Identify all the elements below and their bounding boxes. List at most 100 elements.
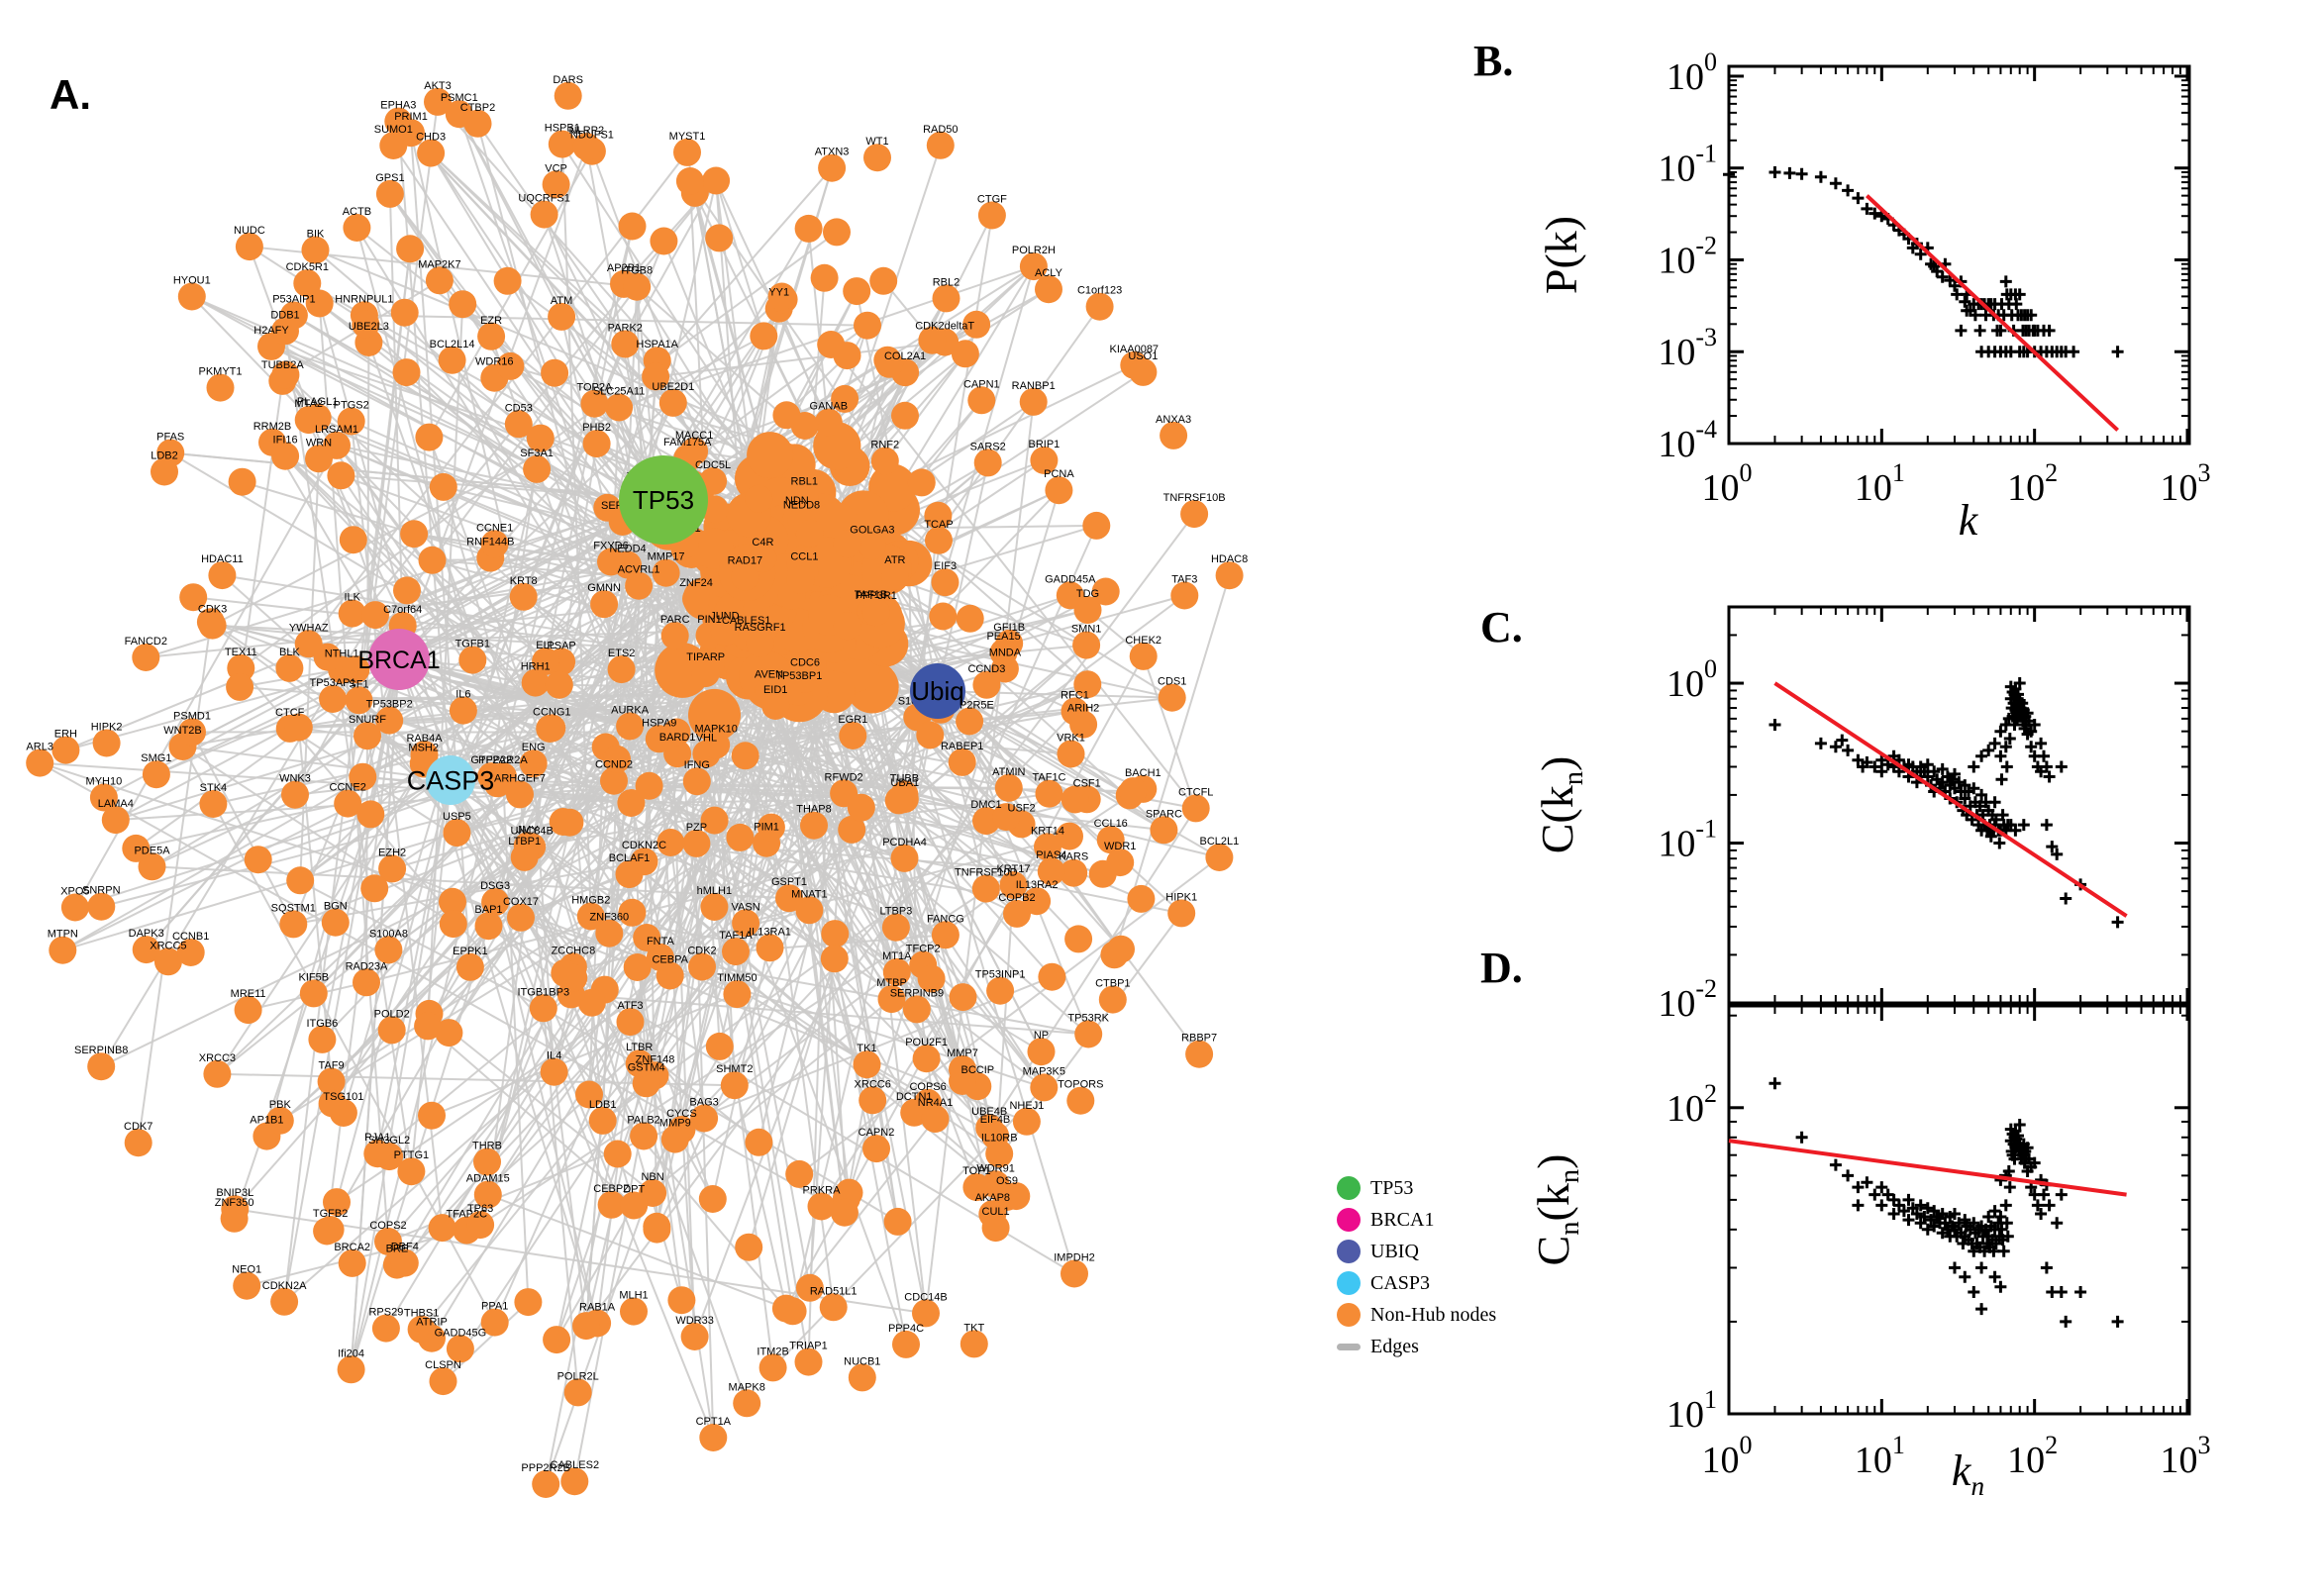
edge (636, 285, 1088, 685)
non-hub-node (760, 605, 789, 634)
edge (572, 681, 772, 967)
gene-label: PSMD1 (173, 710, 211, 722)
plus-marker (1975, 749, 1988, 762)
gene-label: TAF3 (1171, 574, 1197, 586)
edge (669, 842, 706, 1119)
gene-label: C7orf64 (383, 604, 422, 616)
non-hub-node (481, 888, 510, 917)
non-hub-node (956, 707, 984, 736)
non-hub-node (1185, 1040, 1214, 1068)
gene-label: PARK2 (608, 323, 643, 335)
non-hub-node (929, 602, 958, 631)
node-swatch-icon (1337, 1271, 1361, 1295)
non-hub-node (1085, 292, 1114, 321)
non-hub-node (308, 1025, 337, 1053)
panel-label-c: C. (1480, 603, 1523, 651)
non-hub-node (818, 153, 847, 182)
non-hub-node (691, 659, 720, 688)
non-hub-node (616, 1008, 645, 1037)
non-hub-node (122, 834, 151, 862)
edge (336, 779, 452, 1203)
non-hub-node (785, 1159, 814, 1188)
legend-item-edges: Edges (1337, 1331, 1496, 1362)
gene-label: ITGB1BP3 (518, 986, 570, 998)
gene-label: KIF5B (299, 971, 330, 983)
gene-label: MAP3K5 (1023, 1065, 1065, 1077)
edge-swatch-icon (1337, 1343, 1361, 1350)
edge (975, 912, 1183, 1188)
non-hub-node (726, 823, 755, 851)
non-hub-node (877, 985, 906, 1014)
non-hub-node (543, 1326, 571, 1354)
gene-label: NDUFS1 (570, 130, 614, 142)
non-hub-node (271, 360, 300, 389)
non-hub-node (429, 1367, 457, 1396)
non-hub-node (858, 1086, 887, 1115)
non-hub-node (985, 1140, 1014, 1168)
non-hub-node (700, 893, 729, 921)
gene-label: RABEP1 (941, 741, 983, 752)
edge (715, 180, 765, 337)
gene-label: RRM2B (253, 421, 292, 433)
non-hub-node (731, 562, 759, 591)
non-hub-node (483, 769, 512, 798)
gene-label: ATRIP (416, 1317, 448, 1329)
gene-label: RAD23A (346, 960, 388, 972)
edge (798, 856, 1221, 1175)
non-hub-node (206, 373, 235, 402)
gene-label: CLSPN (425, 1359, 461, 1371)
non-hub-node (514, 1288, 543, 1317)
legend-item-non-hub-nodes: Non-Hub nodes (1337, 1299, 1496, 1331)
non-hub-node (299, 979, 328, 1008)
plus-marker (2060, 1315, 2072, 1328)
non-hub-node (932, 284, 960, 313)
non-hub-node (60, 893, 89, 922)
x-tick-label: 101 (1855, 1431, 1905, 1481)
edge (410, 779, 452, 1172)
network-panel-svg: TP53RK KIAA0087 THAP8 CDC14B DSG3 NTHL1 VRK1 CE… (26, 74, 1248, 1498)
non-hub-node (1027, 1038, 1056, 1066)
gene-label: H2AFY (253, 325, 289, 337)
plus-marker (1723, 168, 1735, 181)
gene-label: DARS (553, 74, 583, 86)
non-hub-node (814, 408, 843, 437)
edge (212, 335, 764, 627)
non-hub-node (410, 741, 439, 769)
gene-label: PPP3R1 (856, 590, 897, 602)
gene-label: YY1 (768, 287, 789, 299)
non-hub-node (425, 266, 454, 295)
edge (283, 658, 400, 1302)
gene-label: RBL2 (933, 276, 960, 288)
gene-label: POU2F1 (905, 1037, 948, 1048)
non-hub-node (458, 646, 487, 674)
non-hub-node (554, 81, 582, 110)
non-hub-node (275, 653, 304, 682)
non-hub-node (662, 718, 691, 747)
edge (398, 658, 947, 937)
gene-label: SERPINB9 (890, 987, 944, 999)
gene-label: PJA1 (364, 1132, 390, 1144)
non-hub-node (371, 1314, 400, 1343)
gene-label: DSG3 (480, 880, 510, 892)
gene-label: XRCC3 (199, 1052, 236, 1064)
y-tick-label: 101 (1666, 1385, 1717, 1436)
gene-label: SARS2 (970, 441, 1006, 452)
non-hub-node (833, 612, 861, 641)
plus-marker (1994, 1280, 2007, 1293)
edge (212, 624, 753, 655)
plus-marker (2043, 1199, 2056, 1212)
edge (398, 658, 593, 1004)
non-hub-node (235, 233, 263, 261)
non-hub-node (1030, 1073, 1059, 1102)
non-hub-node (473, 1180, 502, 1209)
non-hub-node (445, 100, 473, 129)
non-hub-node (625, 1049, 654, 1078)
non-hub-node (199, 790, 228, 818)
non-hub-node (532, 648, 560, 675)
gene-label: PPP4C (888, 1323, 924, 1335)
gene-label: PPP2R2B (521, 1462, 570, 1474)
edge (191, 295, 664, 501)
edge (355, 227, 474, 660)
gene-label: COPS2 (369, 1220, 406, 1232)
